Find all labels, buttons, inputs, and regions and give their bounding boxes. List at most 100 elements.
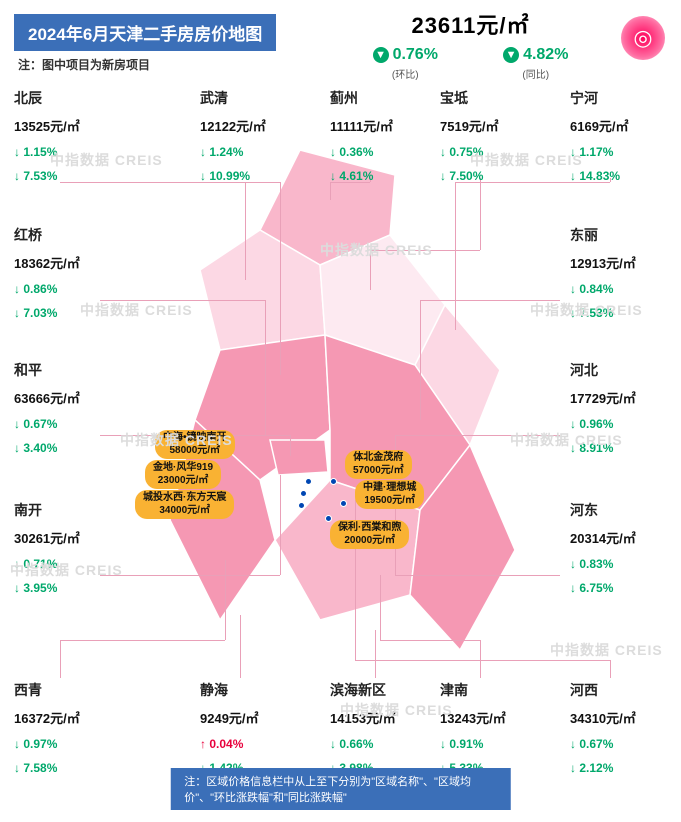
leader-line — [60, 640, 225, 641]
footer-note: 注：区域价格信息栏中从上至下分别为"区域名称"、"区域均价"、"环比涨跌幅"和"… — [170, 768, 511, 810]
leader-line — [455, 182, 456, 330]
leader-line — [280, 475, 281, 575]
project-price: 34000元/㎡ — [143, 505, 226, 518]
project-bubble: 城投水西·东方天宸34000元/㎡ — [135, 490, 234, 519]
district-block: 西青16372元/㎡↓ 0.97%↓ 7.58% — [14, 680, 129, 775]
district-price: 13525元/㎡ — [14, 116, 129, 135]
yoy-label: (同比) — [522, 66, 549, 81]
district-name: 东丽 — [570, 225, 681, 245]
project-bubble: 中海•镜映南开58000元/㎡ — [155, 430, 235, 459]
leader-line — [370, 250, 371, 290]
district-name: 武清 — [200, 88, 315, 108]
leader-line — [370, 250, 480, 251]
district-mom: ↑ 0.04% — [200, 737, 315, 751]
leader-line — [380, 640, 480, 641]
district-block: 河西34310元/㎡↓ 0.67%↓ 2.12% — [570, 680, 681, 775]
district-block: 和平63666元/㎡↓ 0.67%↓ 3.40% — [14, 360, 129, 455]
avg-price: 23611元/㎡ — [340, 8, 601, 40]
leader-line — [480, 178, 481, 250]
district-name: 和平 — [14, 360, 129, 380]
leader-line — [395, 435, 560, 436]
leader-line — [610, 660, 611, 678]
leader-line — [420, 300, 421, 420]
project-dot-icon — [300, 490, 307, 497]
district-price: 18362元/㎡ — [14, 253, 129, 272]
district-yoy: ↓ 3.40% — [14, 441, 129, 455]
district-price: 30261元/㎡ — [14, 528, 129, 547]
project-price: 20000元/㎡ — [338, 535, 401, 548]
down-arrow-icon: ▼ — [503, 47, 519, 63]
district-price: 12122元/㎡ — [200, 116, 315, 135]
district-price: 7519元/㎡ — [440, 116, 555, 135]
district-name: 宁河 — [570, 88, 681, 108]
district-mom: ↓ 0.36% — [330, 145, 445, 159]
district-mom: ↓ 0.75% — [440, 145, 555, 159]
district-price: 34310元/㎡ — [570, 708, 681, 727]
project-bubble: 金地·风华91923000元/㎡ — [145, 460, 221, 489]
leader-line — [290, 435, 291, 456]
district-price: 63666元/㎡ — [14, 388, 129, 407]
map-svg — [160, 150, 520, 670]
district-block: 津南13243元/㎡↓ 0.91%↓ 5.33% — [440, 680, 555, 775]
district-name: 北辰 — [14, 88, 129, 108]
district-block: 滨海新区14153元/㎡↓ 0.66%↓ 3.98% — [330, 680, 445, 775]
district-name: 河北 — [570, 360, 681, 380]
district-block: 河北17729元/㎡↓ 0.96%↓ 8.91% — [570, 360, 681, 455]
district-mom: ↓ 0.84% — [570, 282, 681, 296]
district-mom: ↓ 0.91% — [440, 737, 555, 751]
district-name: 蓟州 — [330, 88, 445, 108]
district-block: 宁河6169元/㎡↓ 1.17%↓ 14.83% — [570, 88, 681, 183]
district-name: 宝坻 — [440, 88, 555, 108]
district-block: 河东20314元/㎡↓ 0.83%↓ 6.75% — [570, 500, 681, 595]
leader-line — [375, 630, 376, 678]
leader-line — [225, 560, 226, 640]
projects-note: 注：图中项目为新房项目 — [18, 56, 150, 73]
district-name: 南开 — [14, 500, 129, 520]
leader-line — [245, 182, 246, 280]
watermark-text: 中指数据 CREIS — [550, 640, 663, 660]
leader-line — [420, 300, 560, 301]
district-mom: ↓ 0.71% — [14, 557, 129, 571]
district-mom: ↓ 0.83% — [570, 557, 681, 571]
district-price: 16372元/㎡ — [14, 708, 129, 727]
district-block: 蓟州11111元/㎡↓ 0.36%↓ 4.61% — [330, 88, 445, 183]
district-price: 13243元/㎡ — [440, 708, 555, 727]
project-dot-icon — [340, 500, 347, 507]
leader-line — [240, 615, 241, 678]
header-metrics: 23611元/㎡ ▼0.76% (环比) ▼4.82% (同比) — [340, 8, 601, 81]
district-price: 20314元/㎡ — [570, 528, 681, 547]
district-block: 南开 30261元/㎡ ↓ 0.71% ↓ 3.95% — [14, 500, 129, 595]
district-block: 红桥18362元/㎡↓ 0.86%↓ 7.03% — [14, 225, 129, 320]
district-mom: ↓ 0.67% — [570, 737, 681, 751]
project-bubble: 保利·西棠和煦20000元/㎡ — [330, 520, 409, 549]
project-price: 58000元/㎡ — [163, 445, 227, 458]
project-name: 体北金茂府 — [353, 452, 404, 465]
district-name: 津南 — [440, 680, 555, 700]
creis-logo-icon: ◎ — [621, 16, 665, 60]
district-block: 东丽12913元/㎡↓ 0.84%↓ 7.53% — [570, 225, 681, 320]
district-mom: ↓ 0.96% — [570, 417, 681, 431]
district-mom: ↓ 1.24% — [200, 145, 315, 159]
district-name: 静海 — [200, 680, 315, 700]
leader-line — [265, 300, 266, 435]
project-name: 保利·西棠和煦 — [338, 522, 401, 535]
district-price: 14153元/㎡ — [330, 708, 445, 727]
project-bubble: 中建·理想城19500元/㎡ — [355, 480, 424, 509]
district-price: 17729元/㎡ — [570, 388, 681, 407]
district-yoy: ↓ 3.95% — [14, 581, 129, 595]
district-price: 11111元/㎡ — [330, 116, 445, 135]
leader-line — [280, 182, 281, 375]
district-block: 武清12122元/㎡↓ 1.24%↓ 10.99% — [200, 88, 315, 183]
district-yoy: ↓ 7.58% — [14, 761, 129, 775]
yoy-block: ▼4.82% (同比) — [503, 46, 568, 81]
district-mom: ↓ 0.86% — [14, 282, 129, 296]
district-name: 红桥 — [14, 225, 129, 245]
project-price: 57000元/㎡ — [353, 465, 404, 478]
district-mom: ↓ 1.15% — [14, 145, 129, 159]
district-name: 滨海新区 — [330, 680, 445, 700]
district-block: 静海9249元/㎡↑ 0.04%↓ 1.42% — [200, 680, 315, 775]
district-yoy: ↓ 2.12% — [570, 761, 681, 775]
project-bubble: 体北金茂府57000元/㎡ — [345, 450, 412, 479]
project-dot-icon — [330, 478, 337, 485]
district-name: 河东 — [570, 500, 681, 520]
